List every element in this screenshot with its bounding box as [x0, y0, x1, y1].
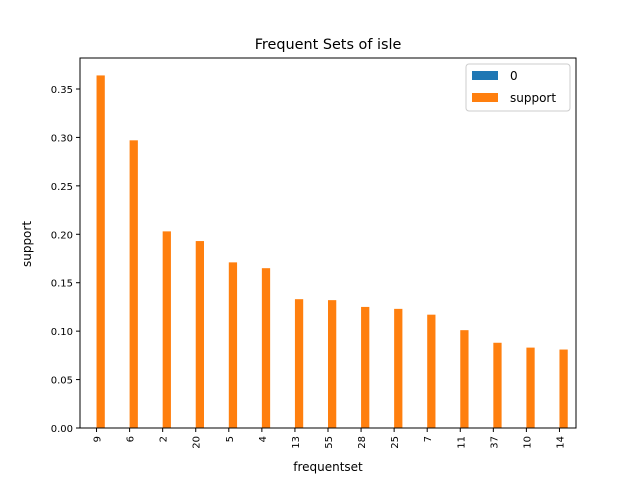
x-tick-label: 11	[456, 436, 467, 449]
bar-support	[526, 347, 535, 428]
plot-frame	[79, 57, 577, 429]
x-tick-label: 55	[324, 436, 335, 449]
x-tick-label: 4	[258, 436, 269, 442]
bar-support	[460, 330, 469, 428]
y-tick-label: 0.10	[51, 327, 73, 338]
bar-support	[427, 314, 436, 428]
legend-label: 0	[510, 69, 518, 83]
y-axis-ticks: 0.00 0.05 0.10 0.15 0.20 0.25 0.30 0.35	[51, 85, 80, 435]
x-axis-label: frequentset	[293, 460, 363, 474]
y-tick-label: 0.20	[51, 230, 73, 241]
y-axis-label: support	[20, 221, 34, 267]
x-tick-label: 14	[555, 436, 566, 449]
x-tick-label: 10	[522, 436, 533, 449]
bar-support	[328, 300, 337, 428]
x-tick-label: 5	[225, 436, 236, 442]
x-tick-label: 20	[192, 436, 203, 449]
x-tick-label: 13	[291, 436, 302, 449]
x-tick-label: 7	[423, 436, 434, 442]
bar-support	[129, 140, 138, 429]
legend-swatch	[472, 71, 498, 80]
bar-support	[96, 75, 105, 428]
bar-support	[228, 262, 238, 428]
x-tick-label: 37	[489, 436, 500, 449]
y-tick-label: 0.05	[51, 376, 73, 387]
y-tick-label: 0.15	[51, 279, 73, 290]
bar-support	[394, 308, 403, 428]
bar-support	[162, 231, 171, 428]
bar-support	[493, 342, 502, 428]
x-axis-ticks: 9 6 2 20 5 4 13 55 28 25 7 11 37 10 14	[93, 428, 566, 449]
x-tick-label: 2	[159, 436, 170, 442]
legend: 0 support	[465, 63, 571, 112]
y-tick-label: 0.30	[51, 133, 73, 144]
legend-label: support	[510, 91, 556, 105]
bar-support	[559, 349, 568, 428]
bar-support	[361, 306, 370, 428]
y-tick-label: 0.25	[51, 182, 73, 193]
chart-title: Frequent Sets of isle	[255, 37, 402, 53]
legend-swatch	[472, 93, 498, 102]
x-tick-label: 25	[390, 436, 401, 449]
x-tick-label: 6	[126, 436, 137, 442]
bar-support	[294, 299, 304, 428]
y-tick-label: 0.35	[51, 85, 73, 96]
bars-group	[96, 75, 568, 429]
bar-support	[195, 241, 204, 428]
y-tick-label: 0.00	[51, 424, 73, 435]
x-tick-label: 9	[93, 436, 104, 442]
bar-support	[261, 268, 271, 428]
x-tick-label: 28	[357, 436, 368, 449]
